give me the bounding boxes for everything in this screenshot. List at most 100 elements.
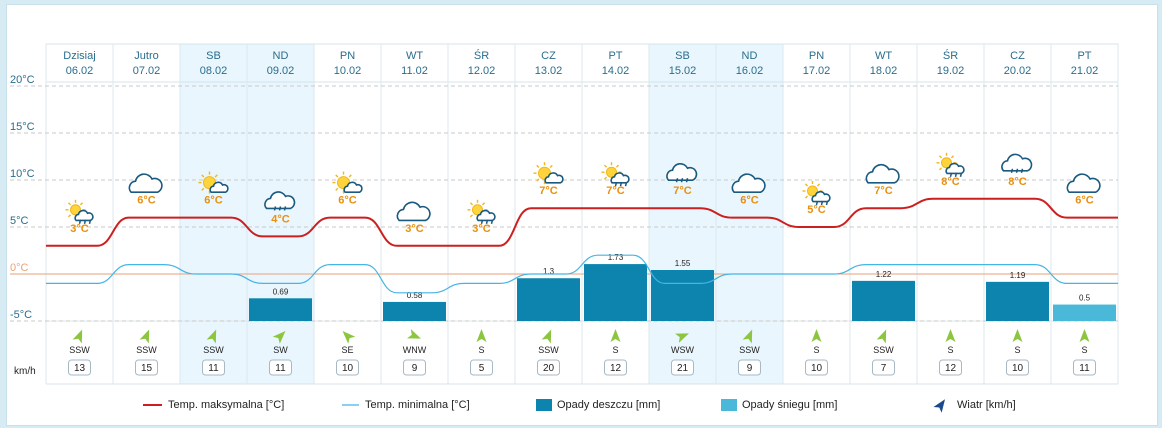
cloud-shape	[865, 163, 900, 184]
wind-speed: 5	[479, 363, 485, 374]
wind-speed-box	[671, 359, 694, 376]
sun-cloud-icon	[332, 171, 363, 194]
rain-drop	[1010, 168, 1014, 173]
wind-direction: SSW	[136, 345, 157, 355]
wind-speed: 9	[412, 363, 418, 374]
weekend-column	[247, 44, 314, 384]
sun-cloud-rain-icon	[802, 181, 831, 206]
day-name: ND	[742, 50, 758, 62]
wind-direction: SW	[273, 345, 288, 355]
y-tick-label: 10°C	[10, 168, 35, 180]
temp-label: 3°C	[70, 223, 89, 235]
wind-arrow-shape	[1079, 329, 1090, 342]
wind-arrow-shape	[139, 329, 150, 344]
temp-label: 6°C	[204, 195, 223, 207]
day-name: WT	[875, 50, 892, 62]
day-name: PN	[340, 50, 355, 62]
day-date: 17.02	[803, 65, 831, 77]
wind-arrow-icon	[139, 329, 150, 344]
rain-drop	[490, 219, 494, 224]
sun-ray	[938, 155, 943, 159]
wind-speed: 7	[881, 363, 887, 374]
max-temp-line	[46, 197, 1118, 247]
rain-bar	[651, 270, 714, 321]
temp-label: 6°C	[1075, 195, 1094, 207]
wind-speed: 15	[141, 363, 153, 374]
sun-disc	[70, 204, 81, 216]
wind-speed-box	[939, 359, 962, 376]
sun-ray	[348, 174, 352, 178]
day-name: ND	[273, 50, 289, 62]
temp-label: 7°C	[673, 185, 692, 197]
sun-ray	[549, 164, 553, 169]
rain-drop	[614, 182, 618, 187]
y-tick-label: 15°C	[10, 121, 35, 133]
wind-arrow-shape	[272, 331, 286, 344]
temp-label: 3°C	[472, 223, 491, 235]
day-name: SB	[675, 50, 690, 62]
rain-drop	[283, 206, 287, 211]
wind-arrow-icon	[876, 329, 887, 344]
wind-speed-box	[738, 359, 761, 376]
wind-speed-box	[872, 359, 895, 376]
snow-bar	[1053, 304, 1116, 321]
wind-arrow-icon	[476, 329, 487, 342]
wind-speed: 13	[74, 363, 86, 374]
cloud-icon	[731, 173, 766, 193]
wind-direction: S	[478, 345, 484, 355]
legend-rain-label: Opady deszczu [mm]	[557, 399, 661, 411]
wind-direction: S	[1081, 345, 1087, 355]
wind-arrow-shape	[610, 329, 621, 342]
sun-ray	[950, 155, 955, 159]
bar-value-label: 0.5	[1079, 294, 1091, 303]
temp-label: 4°C	[271, 213, 290, 225]
rain-cloud-icon	[1001, 153, 1033, 173]
day-date: 10.02	[334, 65, 362, 77]
wind-speed: 11	[1079, 363, 1090, 374]
wind-direction: SSW	[69, 345, 90, 355]
wind-arrow-shape	[476, 329, 487, 342]
sun-cloud-rain-icon	[601, 162, 630, 187]
sun-cloud-icon	[533, 162, 564, 185]
day-date: 12.02	[468, 65, 496, 77]
wind-speed: 10	[1012, 363, 1024, 374]
wind-direction: SSW	[873, 345, 894, 355]
temp-label: 8°C	[1008, 176, 1027, 188]
day-date: 18.02	[870, 65, 898, 77]
wind-arrow-shape	[1012, 329, 1023, 342]
y-tick-label: 0°C	[10, 262, 29, 274]
wind-arrow-icon	[541, 329, 552, 344]
legend-snow-label: Opady śniegu [mm]	[742, 399, 838, 411]
temp-label: 8°C	[941, 176, 960, 188]
temp-label: 6°C	[137, 195, 156, 207]
sun-ray	[603, 164, 608, 168]
day-name: SB	[206, 50, 221, 62]
sun-ray	[67, 214, 72, 218]
rain-bar	[383, 301, 446, 321]
sun-cloud-rain-icon	[65, 199, 94, 224]
legend-snow-swatch	[721, 399, 737, 411]
wind-speed-box	[336, 359, 359, 376]
wind-arrow-icon	[407, 329, 421, 339]
rain-cloud-icon	[264, 191, 296, 211]
wind-speed: 11	[208, 363, 219, 374]
wind-direction: S	[813, 345, 819, 355]
wind-speed-box	[1006, 359, 1029, 376]
day-date: 16.02	[736, 65, 764, 77]
wind-arrow-icon	[811, 329, 822, 342]
cloud-shape	[945, 162, 965, 175]
rain-drop	[675, 178, 679, 183]
sun-ray	[335, 187, 339, 191]
wind-arrow-icon	[272, 331, 286, 344]
legend-wind-arrow-icon	[933, 399, 946, 413]
wind-direction: WNW	[403, 345, 427, 355]
rain-drop	[954, 172, 958, 177]
wind-arrow-shape	[407, 329, 421, 339]
sun-disc	[606, 166, 617, 178]
cloud-shape	[128, 173, 163, 193]
wind-arrow-shape	[206, 329, 217, 344]
rain-drop	[1015, 168, 1019, 173]
day-name: PT	[1077, 50, 1091, 62]
day-name: ŚR	[474, 49, 489, 62]
day-name: PT	[608, 50, 622, 62]
